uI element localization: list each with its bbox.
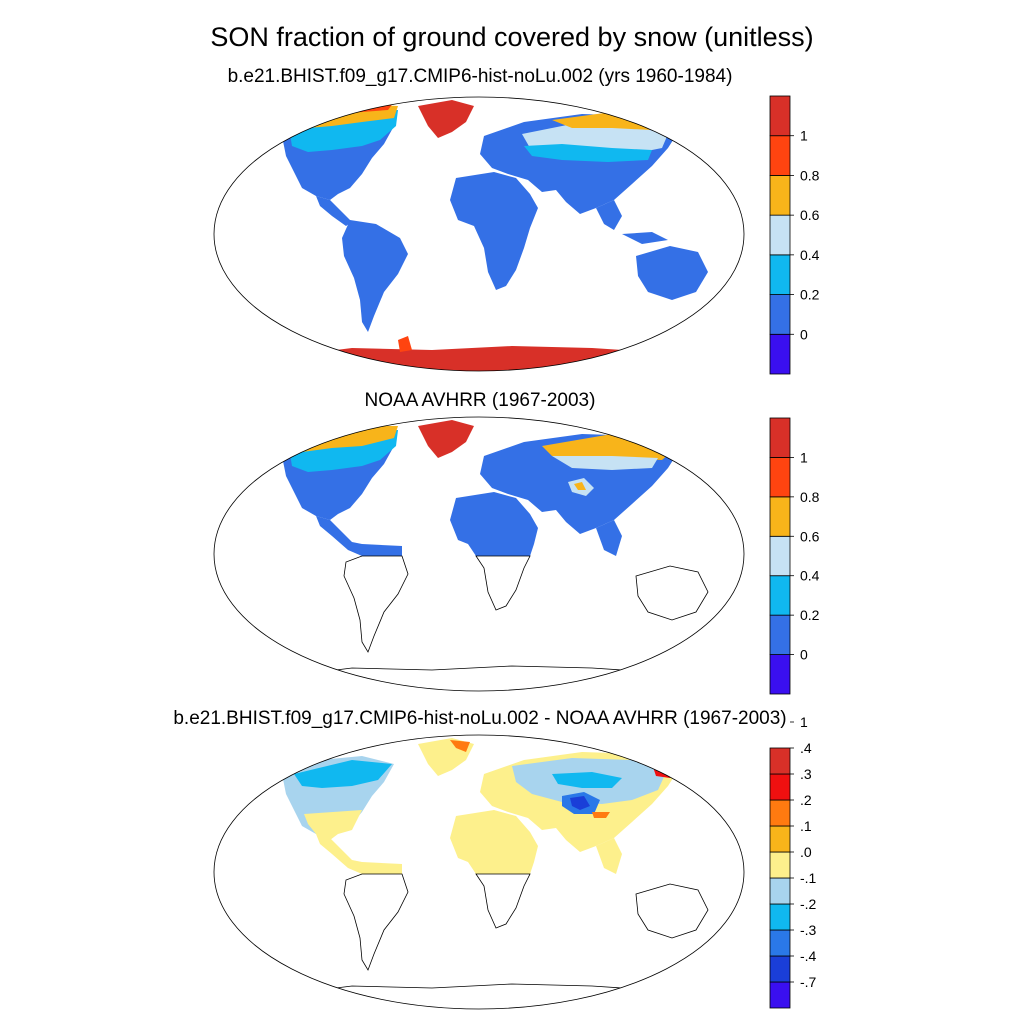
colorbar-tick-label: 0.8 <box>800 167 820 183</box>
region-central-america <box>316 196 352 226</box>
colorbar-tick-label: .2 <box>800 792 812 808</box>
outline-africa-south <box>475 873 531 929</box>
figure-title: SON fraction of ground covered by snow (… <box>210 22 814 52</box>
colorbar-tick-label: -.2 <box>800 896 817 912</box>
region-central-america-diff <box>316 834 402 874</box>
colorbar-tick-label: .3 <box>800 766 812 782</box>
panel-3-title: b.e21.BHIST.f09_g17.CMIP6-hist-noLu.002 … <box>173 708 787 729</box>
colorbar-swatch <box>769 95 791 137</box>
colorbar-tick-label: -.3 <box>800 922 817 938</box>
colorbar-tick-label: .1 <box>800 818 812 834</box>
colorbar-swatch <box>769 654 791 695</box>
region-tibet-strong-negative <box>570 796 590 810</box>
region-australia <box>636 246 708 300</box>
map-model-snow-fraction <box>213 96 745 372</box>
colorbar-swatch <box>769 417 791 458</box>
region-africa-north-diff <box>450 810 538 874</box>
colorbar-swatch <box>769 877 791 905</box>
colorbar-tick-label: 0.4 <box>800 568 820 584</box>
colorbar-tick-label: 0 <box>800 647 808 663</box>
outline-antarctica <box>271 983 683 997</box>
colorbar-swatch <box>769 851 791 879</box>
region-arctic-islands-high <box>292 426 398 452</box>
colorbar-swatch <box>769 575 791 616</box>
colorbar-swatch <box>769 175 791 216</box>
colorbar-swatch <box>769 955 791 983</box>
colorbar-tick-label: .0 <box>800 844 812 860</box>
map-outline <box>213 96 745 372</box>
outline-antarctica <box>271 665 683 679</box>
map-observed-snow-fraction <box>213 416 745 692</box>
region-greenland <box>418 420 474 458</box>
region-africa-north <box>450 492 538 556</box>
map-outline <box>213 416 745 692</box>
region-siberia-strong-negative <box>552 772 622 788</box>
colorbar-tick-label: .4 <box>800 740 812 756</box>
region-se-asia <box>596 200 622 230</box>
colorbar-swatch <box>769 614 791 655</box>
map-difference-snow-fraction <box>213 734 745 1010</box>
colorbar-swatch <box>769 747 791 775</box>
colorbar-swatch <box>769 457 791 498</box>
colorbar-tick-label: 0.6 <box>800 528 820 544</box>
colorbar-tick-label: 0.2 <box>800 287 820 303</box>
colorbar-swatch <box>769 496 791 537</box>
region-siberia-snow-mid <box>552 456 658 470</box>
colorbar-panel-3: -.7 -.4 -.3 -.2 -.1 .0 .1 .2 .3 .4 1 <box>769 714 817 1009</box>
colorbar-tick-label: -.1 <box>800 870 817 886</box>
outline-south-america <box>343 555 409 653</box>
colorbar-panel-2: 0 0.2 0.4 0.6 0.8 1 <box>769 417 820 695</box>
colorbar-swatch <box>769 825 791 853</box>
region-central-america <box>316 516 402 556</box>
colorbar-swatch <box>769 773 791 801</box>
colorbar-tick-label: 0.4 <box>800 247 820 263</box>
region-antarctic-peninsula <box>398 336 412 352</box>
colorbar-swatch <box>769 135 791 176</box>
colorbar-swatch <box>769 799 791 827</box>
region-north-america-south-diff <box>304 810 362 840</box>
map-outline <box>213 734 745 1010</box>
colorbar-tick-label: 1 <box>800 128 808 144</box>
region-tibet-positive <box>592 812 610 818</box>
panel-1-title: b.e21.BHIST.f09_g17.CMIP6-hist-noLu.002 … <box>227 66 733 87</box>
colorbar-swatch <box>769 333 791 375</box>
colorbar-swatch <box>769 981 791 1009</box>
colorbar-tick-label: -.7 <box>800 974 817 990</box>
outline-africa-south <box>475 555 531 611</box>
region-south-america <box>342 220 408 332</box>
panel-2-title: NOAA AVHRR (1967-2003) <box>364 390 596 411</box>
colorbar-swatch <box>769 929 791 957</box>
outline-south-america <box>343 873 409 971</box>
outline-australia <box>635 883 709 939</box>
region-antarctica <box>252 346 732 371</box>
colorbar-tick-label: 0.6 <box>800 207 820 223</box>
region-siberia-snow-high <box>552 112 678 130</box>
colorbar-swatch <box>769 214 791 256</box>
colorbar-tick-label: 0 <box>800 326 808 342</box>
colorbar-tick-label: 1 <box>800 714 808 730</box>
region-greenland <box>418 100 474 138</box>
region-siberia-snow-low <box>524 144 652 162</box>
region-se-asia-diff <box>596 838 622 874</box>
colorbar-swatch <box>769 294 791 335</box>
colorbar-tick-label: 1 <box>800 449 808 465</box>
colorbar-swatch <box>769 535 791 577</box>
colorbar-panel-1: 0 0.2 0.4 0.6 0.8 1 <box>769 95 820 375</box>
region-tibet-snow-high <box>574 482 586 490</box>
colorbar-tick-label: -.4 <box>800 948 817 964</box>
colorbar-tick-label: 0.8 <box>800 489 820 505</box>
colorbar-tick-label: 0.2 <box>800 607 820 623</box>
region-africa <box>450 172 538 290</box>
outline-australia <box>635 565 709 621</box>
colorbar-swatch <box>769 903 791 931</box>
region-canada-negative <box>294 760 392 788</box>
region-se-asia <box>596 520 622 556</box>
region-indonesia <box>622 232 668 244</box>
region-greenland-edge <box>450 740 470 752</box>
colorbar-swatch <box>769 254 791 295</box>
